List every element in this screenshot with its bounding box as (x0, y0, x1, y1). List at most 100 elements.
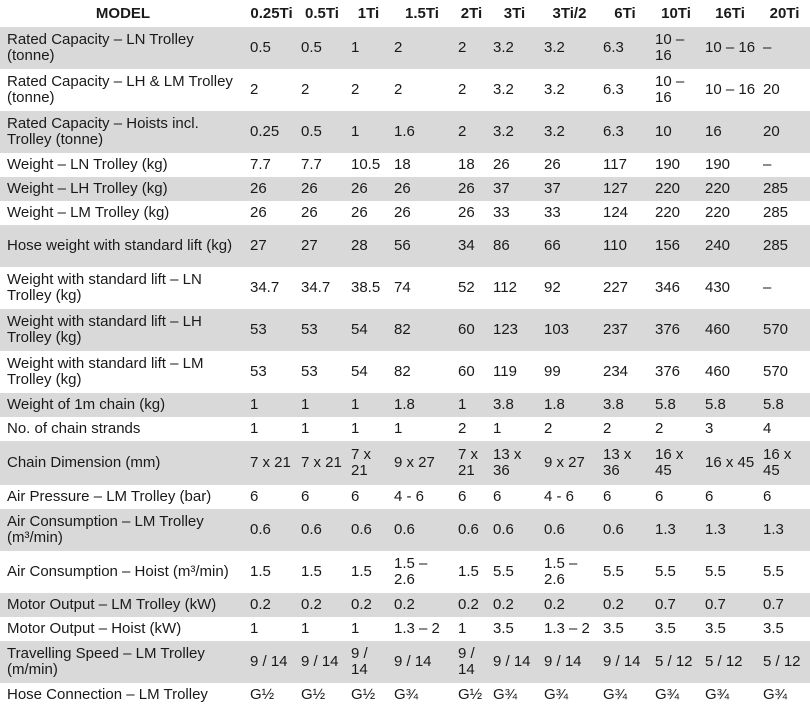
table-cell: – (759, 27, 810, 69)
column-header: 10Ti (661, 4, 691, 22)
table-row: Rated Capacity – Hoists incl. Trolley (t… (0, 111, 810, 153)
table-cell: 5.8 (759, 393, 810, 417)
column-header: 6Ti (614, 4, 636, 22)
row-label: Chain Dimension (mm) (0, 441, 246, 485)
table-cell: 26 (246, 177, 297, 201)
table-cell: 3 (701, 417, 759, 441)
table-cell: 6 (651, 485, 701, 509)
table-row: Weight with standard lift – LM Trolley (… (0, 351, 810, 393)
table-cell: 86 (489, 225, 540, 267)
table-cell: 1 (454, 617, 489, 641)
table-cell: 0.6 (599, 509, 651, 551)
table-cell: 4 - 6 (540, 485, 599, 509)
table-cell: 6 (347, 485, 390, 509)
table-cell: – (759, 153, 810, 177)
table-cell: 6 (759, 485, 810, 509)
table-cell: 1.8 (540, 393, 599, 417)
table-cell: 10 – 16 (651, 69, 701, 111)
table-cell: 5 / 12 (701, 641, 759, 683)
table-cell: 1 (246, 617, 297, 641)
table-cell: 28 (347, 225, 390, 267)
table-cell: 60 (454, 309, 489, 351)
table-cell: 4 - 6 (390, 485, 454, 509)
table-cell: 3.8 (489, 393, 540, 417)
table-cell: 0.6 (390, 509, 454, 551)
table-cell: 6 (489, 485, 540, 509)
row-label: Hose Connection – LM Trolley (0, 683, 246, 707)
table-cell: 103 (540, 309, 599, 351)
table-row: Rated Capacity – LH & LM Trolley (tonne)… (0, 69, 810, 111)
table-row: Rated Capacity – LN Trolley (tonne) 0.5 0.… (0, 27, 810, 69)
table-cell: G½ (297, 683, 347, 707)
row-label: Weight – LM Trolley (kg) (0, 201, 246, 225)
table-cell: 430 (701, 267, 759, 309)
table-cell: 0.2 (489, 593, 540, 617)
table-row: Weight – LM Trolley (kg) 26 26 26 26 26 33 33 12… (0, 201, 810, 225)
table-cell: G¾ (540, 683, 599, 707)
table-cell: 156 (651, 225, 701, 267)
table-cell: 2 (390, 27, 454, 69)
table-cell: 10 – 16 (701, 69, 759, 111)
table-cell: 54 (347, 309, 390, 351)
table-cell: 2 (454, 417, 489, 441)
table-cell: 18 (390, 153, 454, 177)
table-cell: 1.6 (390, 111, 454, 153)
table-cell: 3.2 (489, 69, 540, 111)
table-cell: 234 (599, 351, 651, 393)
table-row: Hose weight with standard lift (kg) 27 27 2… (0, 225, 810, 267)
table-row: Weight – LH Trolley (kg) 26 26 26 26 26 37 37 12… (0, 177, 810, 201)
table-cell: 56 (390, 225, 454, 267)
table-cell: 3.5 (489, 617, 540, 641)
table-row: Motor Output – Hoist (kW) 1 1 1 1.3 – 2 1 3.5 1… (0, 617, 810, 641)
row-label: Weight of 1m chain (kg) (0, 393, 246, 417)
table-row: Chain Dimension (mm) 7 x 21 7 x 21 7 x 21 9 … (0, 441, 810, 485)
table-cell: 1 (246, 393, 297, 417)
table-cell: 0.2 (454, 593, 489, 617)
table-cell: 92 (540, 267, 599, 309)
table-cell: 7 x 21 (454, 441, 489, 485)
table-cell: 9 / 14 (540, 641, 599, 683)
table-cell: 2 (297, 69, 347, 111)
table-cell: 1 (297, 617, 347, 641)
header-row: MODEL 0.25Ti 0.5Ti 1Ti 1.5Ti 2Ti 3Ti 3Ti… (0, 0, 810, 27)
table-cell: 127 (599, 177, 651, 201)
table-cell: 0.5 (297, 27, 347, 69)
table-cell: 1.3 (651, 509, 701, 551)
table-cell: 376 (651, 351, 701, 393)
table-cell: 1 (246, 417, 297, 441)
table-cell: 1.5 (246, 551, 297, 593)
table-cell: 6.3 (599, 111, 651, 153)
table-cell: 570 (759, 351, 810, 393)
table-cell: 16 (701, 111, 759, 153)
table-cell: 5 / 12 (651, 641, 701, 683)
table-cell: 53 (297, 351, 347, 393)
column-header: 1Ti (357, 4, 380, 22)
table-cell: 3.5 (651, 617, 701, 641)
table-cell: G¾ (701, 683, 759, 707)
row-label: Weight with standard lift – LM Trolley (… (0, 351, 246, 393)
table-cell: 220 (651, 201, 701, 225)
table-cell: 0.6 (347, 509, 390, 551)
row-label: Rated Capacity – Hoists incl. Trolley (t… (0, 111, 246, 153)
table-cell: 1 (347, 393, 390, 417)
table-cell: G½ (454, 683, 489, 707)
table-cell: 26 (454, 177, 489, 201)
table-cell: 0.5 (297, 111, 347, 153)
row-label: Motor Output – Hoist (kW) (0, 617, 246, 641)
table-cell: 2 (454, 27, 489, 69)
table-cell: 0.25 (246, 111, 297, 153)
table-cell: 0.7 (651, 593, 701, 617)
table-cell: 3.8 (599, 393, 651, 417)
table-cell: 2 (347, 69, 390, 111)
table-cell: 5.5 (651, 551, 701, 593)
table-cell: 7.7 (246, 153, 297, 177)
table-row: Hose Connection – LM Trolley G½ G½ G½ G¾ G½ G¾… (0, 683, 810, 707)
table-cell: 5.5 (701, 551, 759, 593)
table-cell: 7 x 21 (347, 441, 390, 485)
table-cell: 5.5 (759, 551, 810, 593)
table-cell: G¾ (599, 683, 651, 707)
table-cell: 3.5 (759, 617, 810, 641)
table-cell: 1.5 – 2.6 (390, 551, 454, 593)
